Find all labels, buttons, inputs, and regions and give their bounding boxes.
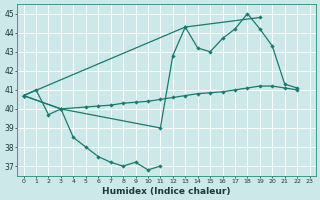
X-axis label: Humidex (Indice chaleur): Humidex (Indice chaleur) <box>102 187 231 196</box>
